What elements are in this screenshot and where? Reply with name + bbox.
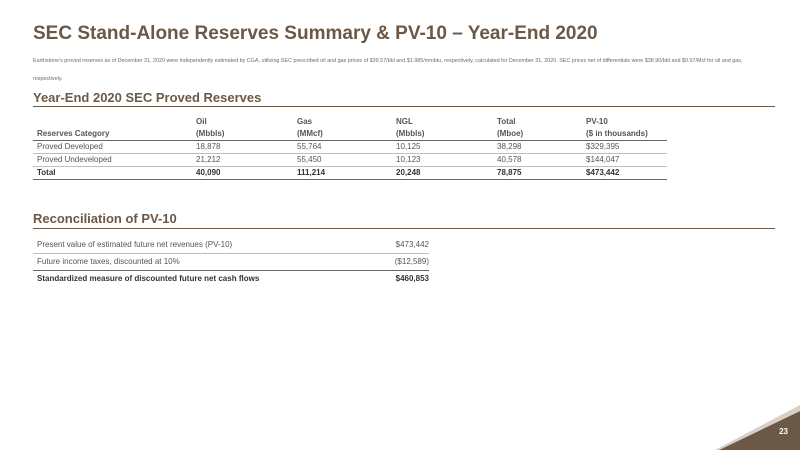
header-ngl-unit: (Mbbls) (396, 129, 425, 138)
total-gas: 111,214 (297, 168, 326, 177)
row-ngl: 10,123 (396, 155, 421, 164)
row-total: 38,298 (497, 142, 522, 151)
recon-label: Future income taxes, discounted at 10% (37, 257, 180, 266)
header-ngl: NGL (396, 117, 413, 126)
reserves-heading: Year-End 2020 SEC Proved Reserves (33, 90, 262, 105)
recon-row: Present value of estimated future net re… (33, 237, 429, 254)
row-oil: 18,878 (196, 142, 221, 151)
total-ngl: 20,248 (396, 168, 421, 177)
header-gas: Gas (297, 117, 313, 126)
header-gas-unit: (MMcf) (297, 129, 323, 138)
reserves-table-header: Reserves Category Oil (Mbbls) Gas (MMcf)… (33, 116, 667, 141)
row-pv10: $329,395 (586, 142, 620, 151)
table-row: Proved Undeveloped 21,212 55,450 10,123 … (33, 154, 667, 167)
total-label: Total (37, 168, 56, 177)
total-oil: 40,090 (196, 168, 221, 177)
recon-total-label: Standardized measure of discounted futur… (37, 274, 260, 283)
header-oil: Oil (196, 117, 207, 126)
corner-decoration (715, 405, 800, 450)
header-oil-unit: (Mbbls) (196, 129, 225, 138)
row-gas: 55,764 (297, 142, 322, 151)
row-ngl: 10,125 (396, 142, 421, 151)
page-title: SEC Stand-Alone Reserves Summary & PV-10… (33, 23, 598, 44)
total-total: 78,875 (497, 168, 522, 177)
row-total: 40,578 (497, 155, 522, 164)
row-category: Proved Developed (37, 142, 103, 151)
header-total-unit: (Mboe) (497, 129, 524, 138)
page-subtitle: Earthstone's proved reserves as of Decem… (33, 58, 743, 82)
header-category: Reserves Category (37, 129, 110, 138)
recon-total-row: Standardized measure of discounted futur… (33, 271, 429, 287)
recon-total-value: $460,853 (395, 274, 429, 283)
reconciliation-heading-rule (33, 228, 775, 229)
row-oil: 21,212 (196, 155, 221, 164)
table-row: Proved Developed 18,878 55,764 10,125 38… (33, 141, 667, 154)
recon-row: Future income taxes, discounted at 10% (… (33, 254, 429, 271)
row-pv10: $144,047 (586, 155, 620, 164)
recon-value: $473,442 (395, 240, 429, 249)
header-total: Total (497, 117, 516, 126)
row-gas: 55,450 (297, 155, 322, 164)
header-pv10-unit: ($ in thousands) (586, 129, 648, 138)
header-pv10: PV-10 (586, 117, 608, 126)
page-number: 23 (779, 427, 788, 436)
reserves-table: Reserves Category Oil (Mbbls) Gas (MMcf)… (33, 116, 667, 180)
reserves-heading-rule (33, 106, 775, 107)
recon-value: ($12,589) (394, 257, 429, 266)
table-total-row: Total 40,090 111,214 20,248 78,875 $473,… (33, 167, 667, 180)
reconciliation-table: Present value of estimated future net re… (33, 237, 429, 287)
total-pv10: $473,442 (586, 168, 620, 177)
reconciliation-heading: Reconciliation of PV-10 (33, 211, 177, 226)
row-category: Proved Undeveloped (37, 155, 112, 164)
recon-label: Present value of estimated future net re… (37, 240, 233, 249)
